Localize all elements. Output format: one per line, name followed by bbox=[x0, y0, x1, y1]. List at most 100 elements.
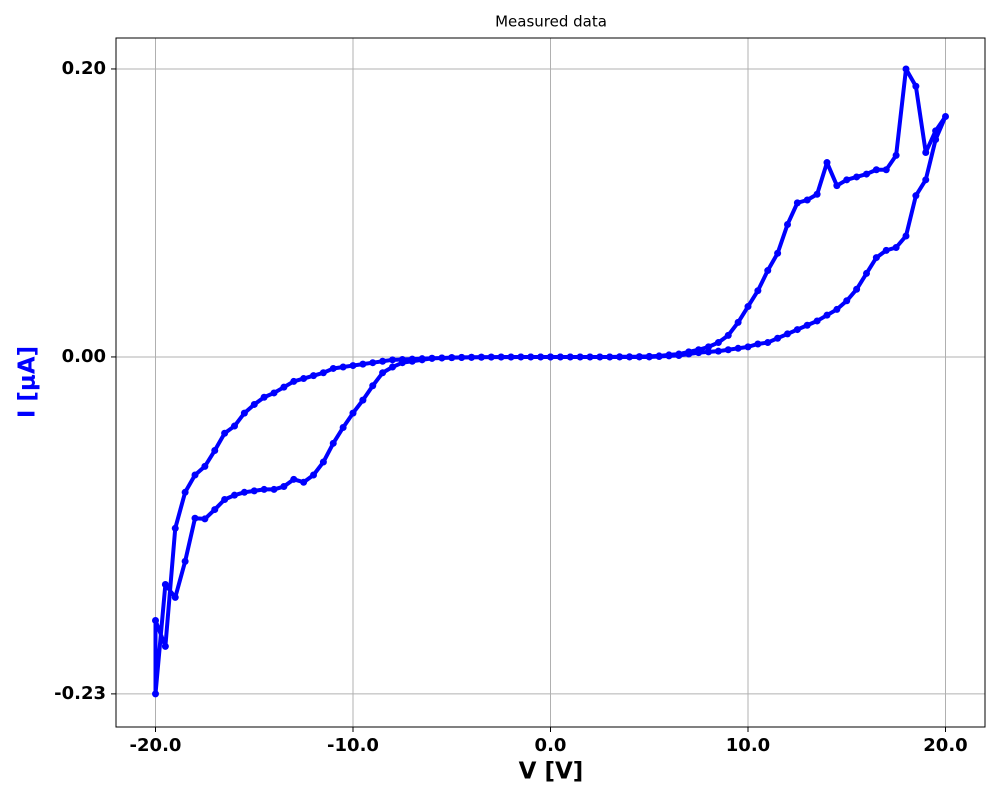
data-point bbox=[280, 483, 288, 491]
data-point bbox=[250, 487, 258, 495]
data-point bbox=[201, 462, 209, 470]
data-point bbox=[389, 363, 396, 371]
data-point bbox=[843, 297, 851, 305]
data-point bbox=[458, 353, 466, 361]
y-axis-label: I [μA] bbox=[15, 346, 41, 418]
data-point bbox=[181, 557, 189, 565]
data-point bbox=[191, 514, 199, 522]
data-point bbox=[665, 351, 673, 359]
data-point bbox=[161, 642, 169, 650]
data-point bbox=[221, 495, 229, 503]
data-point bbox=[240, 488, 248, 496]
data-point bbox=[389, 356, 396, 364]
chart-title: Measured data bbox=[495, 13, 607, 31]
data-point bbox=[408, 357, 416, 365]
y-tick-label: -0.23 bbox=[54, 683, 106, 704]
data-point bbox=[329, 364, 337, 372]
data-point bbox=[576, 353, 584, 361]
data-point bbox=[339, 363, 347, 371]
data-point bbox=[823, 311, 831, 319]
data-point bbox=[932, 136, 940, 144]
data-point bbox=[705, 348, 712, 356]
data-point bbox=[764, 267, 772, 275]
data-point bbox=[191, 471, 199, 479]
data-point bbox=[744, 343, 752, 351]
data-point bbox=[270, 485, 278, 493]
data-point bbox=[487, 353, 495, 361]
data-point bbox=[171, 524, 179, 532]
data-point bbox=[655, 352, 663, 360]
data-point bbox=[734, 344, 742, 352]
data-point bbox=[813, 317, 821, 325]
data-point bbox=[300, 478, 308, 486]
data-point bbox=[853, 173, 861, 181]
data-point bbox=[527, 353, 535, 361]
data-point bbox=[448, 354, 456, 362]
data-point bbox=[507, 353, 515, 361]
data-point bbox=[744, 303, 752, 311]
data-point bbox=[319, 369, 327, 377]
data-point bbox=[152, 616, 159, 624]
data-point bbox=[586, 353, 594, 361]
data-point bbox=[843, 176, 851, 184]
data-point bbox=[754, 340, 762, 348]
data-point bbox=[784, 330, 791, 338]
data-point bbox=[379, 357, 387, 365]
data-point bbox=[882, 246, 890, 254]
data-point bbox=[724, 331, 732, 339]
x-tick-label: -10.0 bbox=[327, 735, 379, 756]
data-point bbox=[942, 112, 949, 120]
data-point bbox=[922, 148, 930, 156]
data-point bbox=[260, 393, 268, 401]
data-point bbox=[181, 488, 189, 496]
data-point bbox=[329, 439, 337, 447]
data-point bbox=[517, 353, 525, 361]
data-point bbox=[774, 249, 782, 257]
data-point bbox=[675, 350, 683, 358]
data-point bbox=[497, 353, 505, 361]
x-tick-label: -20.0 bbox=[130, 735, 182, 756]
data-point bbox=[369, 359, 377, 367]
data-point bbox=[892, 244, 900, 252]
data-point bbox=[438, 354, 446, 362]
data-point bbox=[833, 182, 841, 190]
data-point bbox=[912, 192, 920, 200]
data-point bbox=[270, 389, 278, 397]
data-point bbox=[418, 356, 426, 364]
data-point bbox=[161, 580, 169, 588]
data-point bbox=[813, 190, 821, 198]
data-point bbox=[556, 353, 564, 361]
data-point bbox=[468, 353, 475, 361]
data-point bbox=[734, 318, 742, 326]
data-point bbox=[853, 285, 861, 293]
data-point bbox=[152, 690, 159, 698]
data-point bbox=[240, 409, 248, 417]
data-point bbox=[290, 475, 298, 483]
data-point bbox=[310, 471, 317, 479]
data-point bbox=[872, 166, 880, 174]
data-point bbox=[803, 321, 811, 329]
data-point bbox=[863, 269, 870, 277]
data-point bbox=[310, 372, 317, 380]
data-point bbox=[359, 396, 367, 404]
data-point bbox=[833, 305, 841, 313]
data-point bbox=[902, 232, 910, 240]
data-point bbox=[231, 491, 238, 499]
data-point bbox=[922, 176, 930, 184]
data-point bbox=[823, 159, 831, 167]
data-point bbox=[872, 254, 880, 262]
data-point bbox=[714, 347, 722, 355]
plot-frame bbox=[115, 37, 986, 728]
data-point bbox=[645, 352, 653, 360]
data-point bbox=[616, 353, 624, 361]
data-point bbox=[695, 346, 703, 354]
data-point bbox=[714, 339, 722, 347]
data-point bbox=[912, 82, 920, 90]
data-point bbox=[754, 287, 762, 295]
data-point bbox=[211, 506, 219, 514]
data-point bbox=[171, 593, 179, 601]
data-point bbox=[626, 353, 633, 361]
data-point bbox=[349, 362, 357, 370]
data-point bbox=[379, 369, 387, 377]
data-point bbox=[882, 166, 890, 174]
